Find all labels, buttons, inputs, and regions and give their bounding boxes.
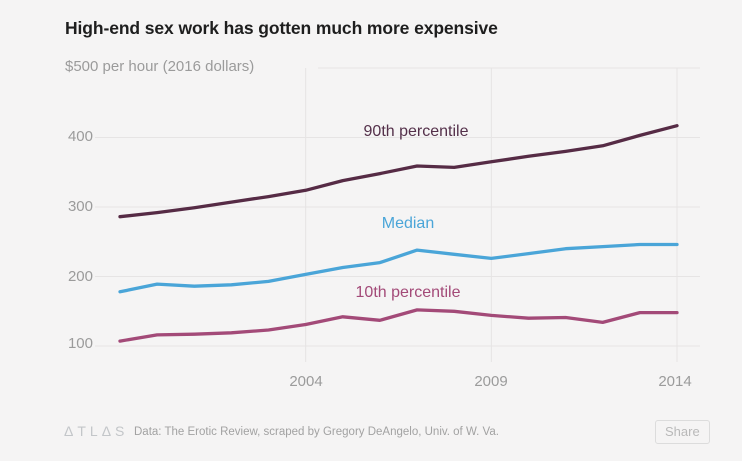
- data-credit: Data: The Erotic Review, scraped by Greg…: [134, 426, 499, 438]
- line-10th-percentile: [118, 308, 679, 343]
- x-axis-tick-label-2004: 2004: [289, 373, 323, 390]
- y-axis-unit-label: $500 per hour (2016 dollars): [65, 58, 255, 75]
- line-median: [118, 242, 679, 294]
- y-axis-tick-label-200: 200: [67, 268, 93, 285]
- series-label-median: Median: [381, 215, 435, 232]
- x-axis-tick-label-2014: 2014: [658, 373, 692, 390]
- series-label-90th-percentile: 90th percentile: [363, 123, 469, 140]
- y-axis-tick-label-400: 400: [67, 128, 93, 145]
- line-90th-percentile: [118, 124, 679, 219]
- share-button[interactable]: Share: [655, 420, 710, 444]
- series-label-10th-percentile: 10th percentile: [355, 284, 461, 301]
- y-axis-tick-label-100: 100: [67, 335, 93, 352]
- y-axis-tick-label-300: 300: [67, 198, 93, 215]
- atlas-logo: ΔTLΔS: [64, 423, 129, 439]
- chart-title: High-end sex work has gotten much more e…: [65, 18, 498, 38]
- x-axis-tick-label-2009: 2009: [474, 373, 508, 390]
